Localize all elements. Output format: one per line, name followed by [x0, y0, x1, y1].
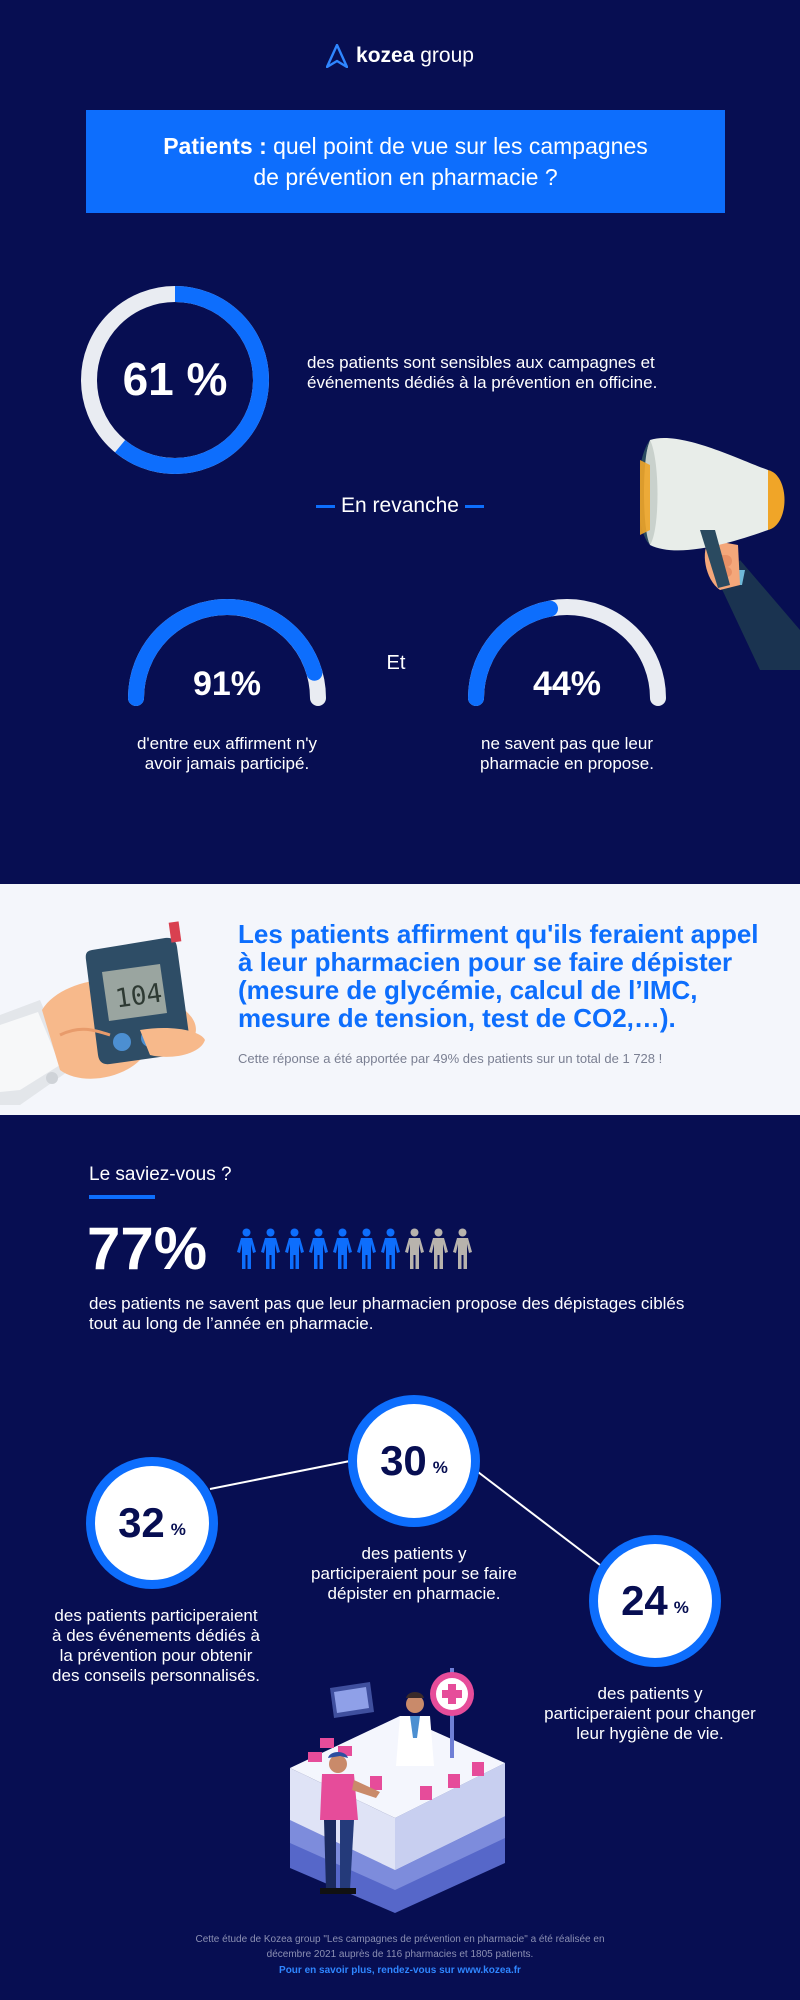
person-icon-highlighted [333, 1228, 352, 1269]
circle-connectors [209, 1459, 601, 1566]
circle-24-value: 24 [621, 1577, 668, 1624]
gauge-91 [128, 599, 326, 706]
saviez-heading: Le saviez-vous ? [89, 1164, 232, 1185]
brand-name: kozea group [356, 44, 474, 67]
pct-61: 61 % [122, 353, 228, 405]
people-pictogram [236, 1228, 473, 1270]
meter-reading: 104 [113, 978, 164, 1014]
circle-30-unit: % [432, 1458, 448, 1477]
never-participated-text: d'entre eux affirment n'y avoir jamais p… [136, 734, 318, 773]
person-icon-highlighted [381, 1228, 400, 1269]
pct-44: 44% [532, 665, 602, 703]
circle-24-text: des patients y participeraient pour chan… [544, 1684, 756, 1743]
pct-77: 77% [87, 1215, 208, 1282]
kozea-link[interactable]: Pour en savoir plus, rendez-vous sur www… [279, 1965, 521, 1976]
screening-title: Les patients affirment qu'ils feraient a… [238, 919, 759, 1033]
circle-24: 24% [589, 1535, 721, 1667]
person-icon-highlighted [261, 1228, 280, 1269]
person-icon [453, 1228, 472, 1269]
circle-32: 32% [86, 1457, 218, 1589]
pct-91: 91% [192, 665, 262, 703]
sensitive-text: des patients sont sensibles aux campagne… [307, 353, 658, 392]
brand-logo: kozea group [0, 44, 800, 68]
saviez-text: des patients ne savent pas que leur phar… [89, 1294, 685, 1333]
person-icon [405, 1228, 424, 1269]
person-icon [429, 1228, 448, 1269]
saviez-underline [89, 1195, 155, 1199]
gauge-fill [468, 599, 666, 706]
title-bold: Patients : [163, 132, 267, 159]
pharmacy-counter-icon [290, 1668, 505, 1913]
circle-32-value: 32 [118, 1499, 165, 1546]
study-footnote: Cette étude de Kozea group "Les campagne… [195, 1934, 605, 1960]
donut-61 [81, 286, 269, 474]
revanche-divider: En revanche [0, 494, 800, 518]
circle-32-text: des patients participeraient à des événe… [52, 1606, 260, 1685]
person-icon-highlighted [357, 1228, 376, 1269]
circle-32-unit: % [170, 1520, 186, 1539]
circle-30-text: des patients y participeraient pour se f… [310, 1544, 517, 1603]
person-icon-highlighted [237, 1228, 256, 1269]
circle-24-unit: % [673, 1598, 689, 1617]
connector-et: Et [386, 652, 406, 674]
title-line2: de prévention en pharmacie ? [253, 163, 558, 190]
person-icon-highlighted [309, 1228, 328, 1269]
glucose-meter-hand-icon: 104 [0, 921, 205, 1105]
person-icon-highlighted [285, 1228, 304, 1269]
page-title: Patients : quel point de vue sur les cam… [86, 110, 725, 213]
title-line1: quel point de vue sur les campagnes [273, 132, 648, 159]
revanche-text: En revanche [341, 494, 459, 517]
screening-note: Cette réponse a été apportée par 49% des… [238, 1051, 663, 1066]
kozea-logo-icon [326, 44, 349, 68]
gauge-fill [128, 599, 326, 706]
circle-30-value: 30 [380, 1437, 427, 1484]
gauge-44 [468, 599, 666, 706]
donut-fill [81, 286, 269, 474]
megaphone-hand-icon [640, 437, 800, 670]
circle-30: 30% [348, 1395, 480, 1527]
dont-know-text: ne savent pas que leur pharmacie en prop… [480, 734, 654, 773]
